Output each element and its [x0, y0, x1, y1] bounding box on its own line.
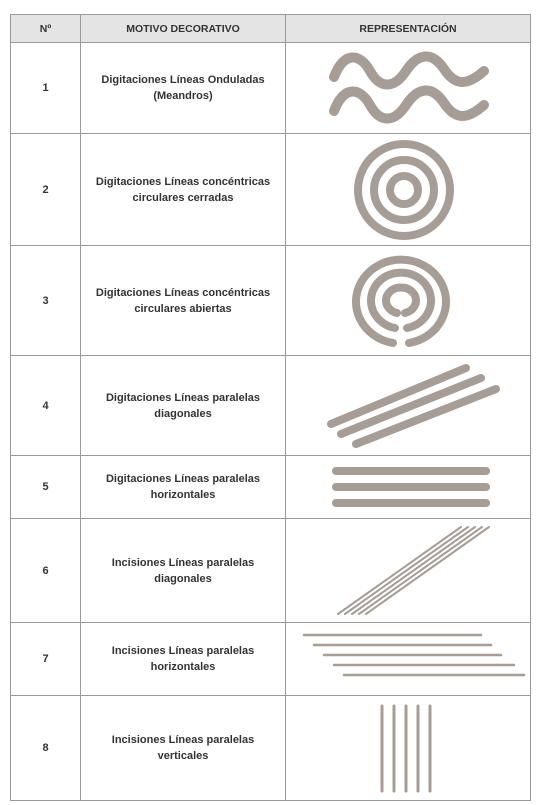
number-cell: 4: [10, 355, 81, 456]
row: 3 Digitaciones Líneas concéntricas circu…: [10, 245, 531, 356]
number-cell: 3: [10, 245, 81, 356]
header-cell: MOTIVO DECORATIVO: [80, 14, 286, 43]
motif-table: Nº MOTIVO DECORATIVO REPRESENTACIÓN 1 Di…: [10, 14, 531, 801]
row: 6 Incisiones Líneas paralelas diagonales: [10, 518, 531, 623]
number-cell: 1: [10, 42, 81, 134]
row: 1 Digitaciones Líneas Onduladas (Meandro…: [10, 42, 531, 134]
header-cell: Nº: [10, 14, 81, 43]
motif-cell: Incisiones Líneas paralelas horizontales: [80, 622, 286, 696]
diagonal-thick-lines: [327, 364, 500, 448]
wavy-lines: [329, 51, 489, 124]
number-cell: 2: [10, 133, 81, 246]
drawing-cell: [285, 518, 531, 623]
drawing-cell: [285, 622, 531, 696]
drawing-cell: [285, 245, 531, 356]
motif-cell: Incisiones Líneas paralelas diagonales: [80, 518, 286, 623]
number-cell: 6: [10, 518, 81, 623]
drawing-cell: [285, 695, 531, 801]
horizontal-thick-lines: [332, 467, 490, 507]
open-circles: [352, 255, 450, 347]
horizontal-thin-lines: [302, 633, 526, 677]
row: 7 Incisiones Líneas paralelas horizontal…: [10, 622, 531, 696]
row: 2 Digitaciones Líneas concéntricas circu…: [10, 133, 531, 246]
closed-circles: [354, 140, 454, 240]
drawing-cell: [285, 455, 531, 519]
drawing-cell: [285, 355, 531, 456]
number-cell: 8: [10, 695, 81, 801]
header-cell: REPRESENTACIÓN: [285, 14, 531, 43]
row: 8 Incisiones Líneas paralelas verticales: [10, 695, 531, 801]
motif-cell: Digitaciones Líneas Onduladas (Meandros): [80, 42, 286, 134]
diagonal-thin-lines: [337, 526, 490, 615]
motif-cell: Digitaciones Líneas paralelas horizontal…: [80, 455, 286, 519]
motif-cell: Digitaciones Líneas concéntricas circula…: [80, 133, 286, 246]
motif-cell: Incisiones Líneas paralelas verticales: [80, 695, 286, 801]
row: 4 Digitaciones Líneas paralelas diagonal…: [10, 355, 531, 456]
motif-cell: Digitaciones Líneas concéntricas circula…: [80, 245, 286, 356]
vertical-thin-lines: [380, 704, 432, 793]
motif-cell: Digitaciones Líneas paralelas diagonales: [80, 355, 286, 456]
number-cell: 7: [10, 622, 81, 696]
number-cell: 5: [10, 455, 81, 519]
drawing-cell: [285, 42, 531, 134]
header-row: Nº MOTIVO DECORATIVO REPRESENTACIÓN: [10, 14, 531, 43]
row: 5 Digitaciones Líneas paralelas horizont…: [10, 455, 531, 519]
drawing-cell: [285, 133, 531, 246]
